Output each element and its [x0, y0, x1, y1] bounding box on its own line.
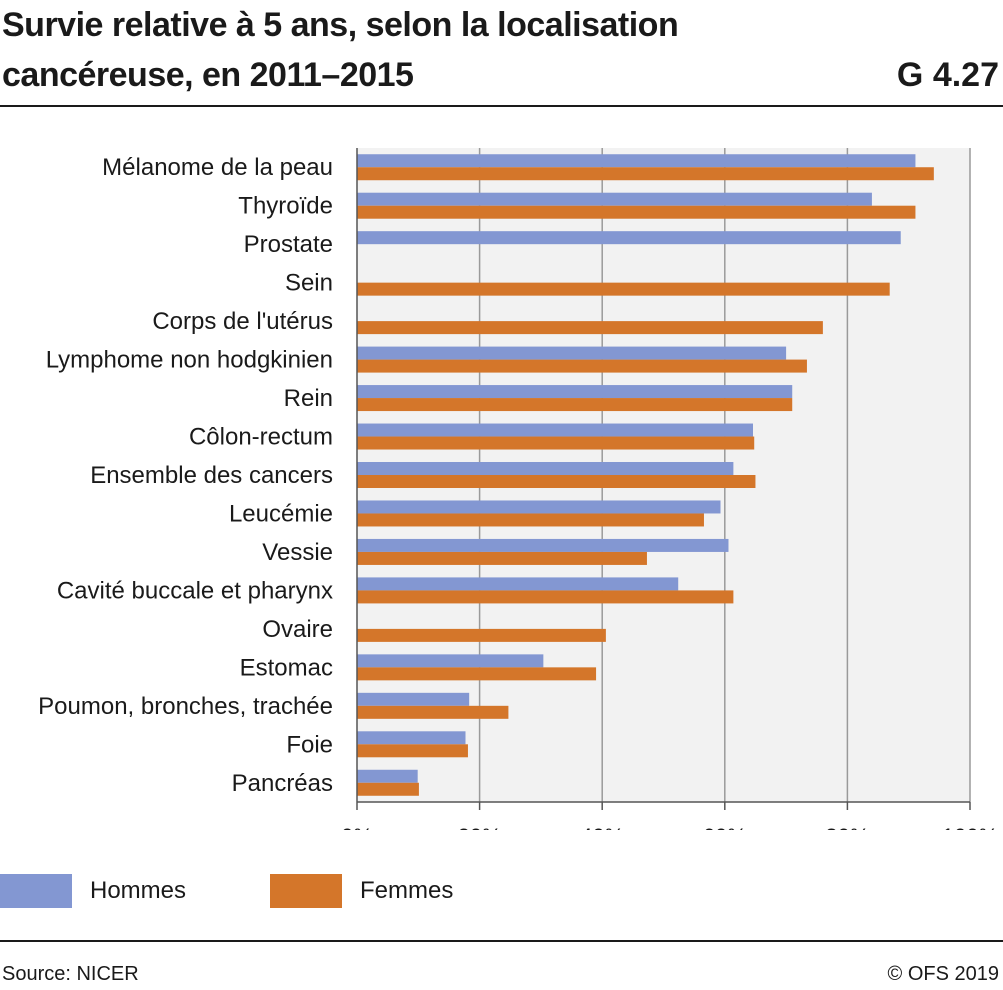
bar-femmes: [357, 321, 823, 335]
legend-swatch-femmes: [270, 874, 342, 908]
chart-title-line-1: Survie relative à 5 ans, selon la locali…: [2, 6, 679, 44]
footer-divider: [0, 940, 1003, 942]
bar-femmes: [357, 782, 419, 796]
x-tick-label: 60%: [703, 824, 747, 830]
bar-hommes: [357, 692, 470, 706]
bar-hommes: [357, 231, 901, 245]
bar-chart: 0% 20% 40% 60% 80% 100% Mélanome de la peau Thy…: [38, 148, 998, 830]
bar-femmes: [357, 359, 807, 373]
bar-femmes: [357, 744, 468, 758]
category-label: Leucémie: [229, 500, 333, 527]
chart-title-line-2: cancéreuse, en 2011–2015: [2, 56, 414, 94]
category-label: Lymphome non hodgkinien: [46, 347, 333, 374]
bar-femmes: [357, 205, 916, 219]
bar-femmes: [357, 475, 756, 488]
bar-hommes: [357, 577, 679, 591]
category-label: Corps de l'utérus: [152, 308, 333, 335]
bar-femmes: [357, 705, 509, 719]
x-tick-label: 0%: [341, 824, 373, 830]
category-label: Mélanome de la peau: [102, 154, 333, 181]
category-label: Poumon, bronches, trachée: [38, 693, 333, 720]
bar-hommes: [357, 654, 544, 668]
x-tick-label: 40%: [580, 824, 624, 830]
chart-code: G 4.27: [896, 56, 999, 94]
category-label: Prostate: [244, 231, 333, 258]
header-divider: [0, 105, 1003, 107]
source-note: Source: NICER: [2, 963, 139, 985]
bar-hommes: [357, 192, 872, 206]
legend-label-hommes: Hommes: [90, 877, 187, 904]
bar-hommes: [357, 769, 418, 783]
bar-femmes: [357, 667, 597, 681]
bar-femmes: [357, 628, 606, 642]
bar-hommes: [357, 423, 753, 437]
bar-hommes: [357, 462, 734, 475]
category-label: Estomac: [240, 654, 333, 681]
bar-hommes: [357, 346, 787, 360]
category-label: Sein: [285, 270, 333, 297]
category-label: Foie: [286, 731, 333, 758]
category-label: Rein: [284, 385, 333, 412]
bar-hommes: [357, 538, 729, 552]
x-tick-label: 100%: [942, 824, 998, 830]
category-label: Pancréas: [232, 770, 333, 797]
legend-item-femmes: Femmes: [270, 874, 453, 908]
bar-femmes: [357, 513, 704, 527]
chart-title: Survie relative à 5 ans, selon la locali…: [2, 0, 902, 100]
bar-femmes: [357, 551, 647, 565]
category-label: Thyroïde: [238, 193, 333, 220]
legend-label-femmes: Femmes: [360, 877, 454, 904]
legend-swatch-hommes: [0, 874, 72, 908]
category-label: Ensemble des cancers: [90, 462, 333, 489]
copyright-note: © OFS 2019: [887, 963, 999, 985]
x-tick-label: 80%: [825, 824, 869, 830]
bar-femmes: [357, 167, 934, 181]
bar-femmes: [357, 436, 755, 450]
category-label: Côlon-rectum: [189, 424, 333, 451]
legend-item-hommes: Hommes: [0, 874, 186, 908]
category-label: Vessie: [262, 539, 333, 566]
bar-hommes: [357, 500, 721, 514]
bar-femmes: [357, 282, 890, 296]
category-label: Cavité buccale et pharynx: [57, 577, 333, 604]
category-label: Ovaire: [262, 616, 333, 643]
bar-hommes: [357, 731, 466, 745]
bar-hommes: [357, 154, 916, 168]
bar-hommes: [357, 385, 793, 399]
x-tick-label: 20%: [458, 824, 502, 830]
bar-femmes: [357, 398, 793, 412]
bar-femmes: [357, 590, 734, 604]
